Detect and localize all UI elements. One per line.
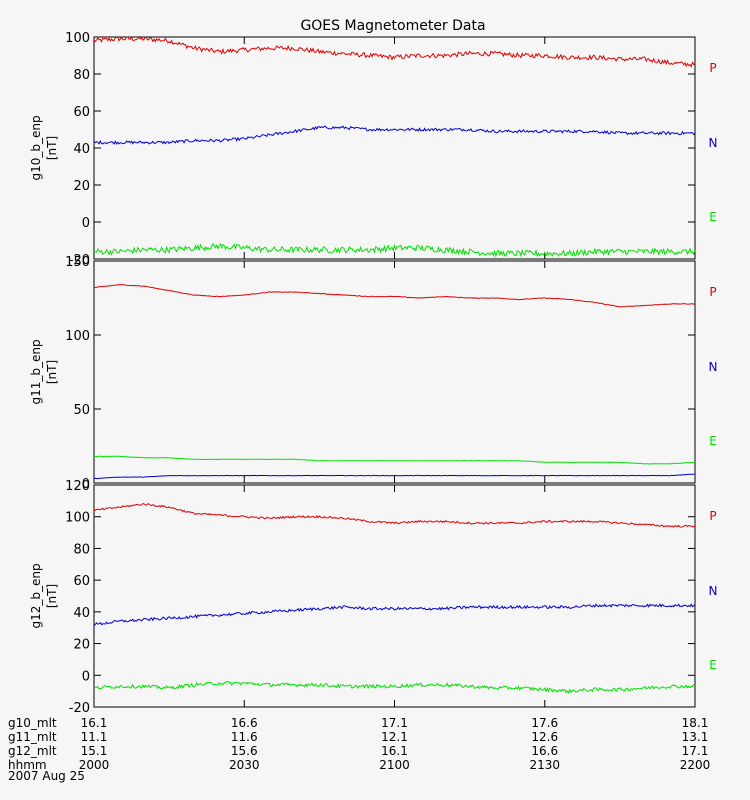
legend-E: E [709,434,717,448]
footer-cell: 16.6 [231,716,258,730]
series-line-N [93,603,696,626]
y-axis-unit: [nT] [45,584,59,608]
y-tick-label: 20 [73,179,90,194]
y-tick-label: 50 [73,403,90,418]
legend-N: N [709,584,718,598]
legend-P: P [709,509,716,523]
footer-cell: 18.1 [682,716,709,730]
y-axis-label: g12_b_enp [29,563,43,628]
series-line-E [93,681,696,694]
y-tick-label: 60 [73,574,90,589]
panel-1: -20 0 20 40 60 80 100 g10_b_enp [nT] P N E [29,31,717,268]
footer-cell: 2200 [680,758,711,772]
y-tick-label: 40 [73,142,90,157]
footer-cell: 15.6 [231,744,258,758]
series-line-E [93,242,696,259]
chart-title: GOES Magnetometer Data [300,18,485,34]
footer-row-label: g11_mlt [8,730,57,744]
footer-cell: 12.6 [531,730,558,744]
y-tick-label: 80 [73,542,90,557]
footer-cell: 2100 [379,758,410,772]
y-tick-label: 20 [73,638,90,653]
y-tick-label: 0 [82,216,90,231]
series-line-P [93,35,696,68]
panel-3: -20 0 20 40 60 80 100 120 g12_b_enp [nT] P N E [29,479,717,716]
series-line-P [93,503,696,528]
footer-cell: 2030 [229,758,260,772]
series-line-N [94,473,696,480]
y-tick-label: 80 [73,68,90,83]
legend-E: E [709,658,717,672]
series-line-N [93,125,696,145]
y-tick-label: -20 [69,701,90,716]
y-tick-label: 0 [82,477,90,492]
footer-cell: 16.6 [531,744,558,758]
footer-cell: 17.1 [682,744,709,758]
footer-cell: 13.1 [682,730,709,744]
y-tick-label: 60 [73,105,90,120]
footer-cell: 11.1 [81,730,108,744]
footer-cell: 11.6 [231,730,258,744]
y-tick-label: 40 [73,606,90,621]
footer-row-label: g10_mlt [8,716,57,730]
y-tick-label: -20 [69,253,90,268]
panel-2: 0 50 100 150 g11_b_enp [nT] P N E [29,255,717,492]
footer-cell: 15.1 [81,744,108,758]
series-line-E [93,455,696,465]
y-axis-label: g10_b_enp [29,115,43,180]
y-tick-label: 100 [65,31,90,46]
legend-N: N [709,136,718,150]
footer-row-label: g12_mlt [8,744,57,758]
y-tick-label: 120 [65,479,90,494]
footer-cell: 2130 [529,758,560,772]
y-tick-label: 150 [65,255,90,270]
y-tick-label: 100 [65,511,90,526]
footer-cell: 16.1 [81,716,108,730]
legend-N: N [709,360,718,374]
footer-cell: 17.6 [531,716,558,730]
y-axis-label: g11_b_enp [29,339,43,404]
y-axis-unit: [nT] [45,360,59,384]
footer-cell: 16.1 [381,744,408,758]
legend-P: P [709,285,716,299]
footer-cell: 2000 [79,758,110,772]
footer-row-label: hhmm [8,758,47,772]
footer-cell: 17.1 [381,716,408,730]
date-label: 2007 Aug 25 [8,769,85,783]
series-line-P [93,283,696,308]
footer-cell: 12.1 [381,730,408,744]
y-tick-label: 0 [82,669,90,684]
y-tick-label: 100 [65,329,90,344]
legend-E: E [709,210,717,224]
y-axis-unit: [nT] [45,136,59,160]
time-axis-footer: g10_mltg11_mltg12_mlthhmm16.111.115.1200… [8,716,710,772]
legend-P: P [709,61,716,75]
